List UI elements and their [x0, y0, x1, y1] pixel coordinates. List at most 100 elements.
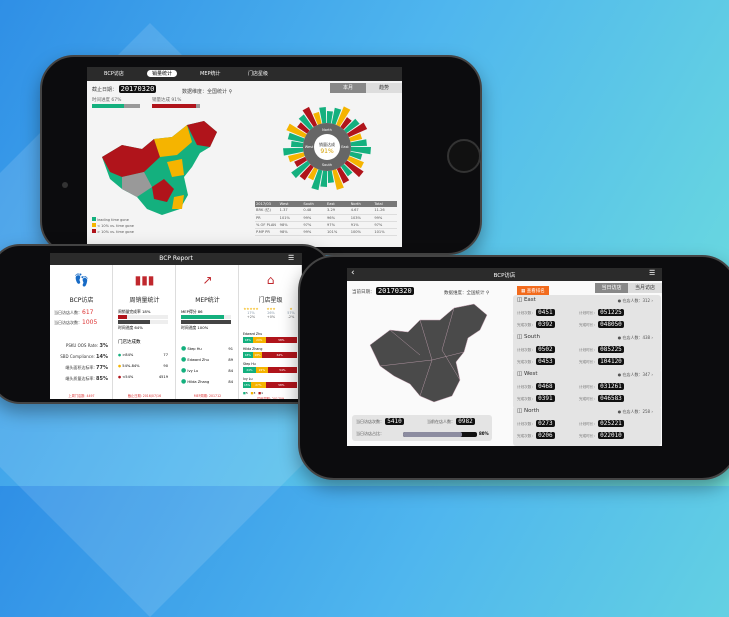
star-bar: 24% 22% 54% [243, 367, 297, 373]
date-value[interactable]: 20170320 [118, 85, 157, 93]
rank-icon: ▦ [521, 289, 526, 294]
wheel-segment [311, 169, 323, 191]
visits-screen: ‹ BCP访店 ☰ 当前日期： 20170320 数据维度：全国统计 ⚲ 当日访… [347, 268, 662, 446]
column-title: MEP统计 [195, 297, 220, 304]
column-footer: 上周门店数: 4497 [68, 394, 95, 398]
wheel-segment [291, 160, 311, 179]
sales-screen: BCP访店 销量统计 MEP统计 门店星级 截止日期： 20170320 数据维度：全… [87, 67, 402, 247]
wheel-segment [336, 166, 350, 184]
toggle-trend[interactable]: 趋势 [366, 83, 402, 93]
star-bar: 18% 24% 58% [243, 337, 297, 343]
map-icon: ◫ [517, 371, 523, 377]
wheel-segment [320, 170, 327, 187]
wheel-segment [287, 132, 305, 143]
search-icon: ⚲ [485, 291, 490, 296]
wheel-segment [350, 147, 371, 155]
search-icon: ⚲ [228, 89, 233, 95]
region-card-west[interactable]: ◫ West ● 在店人数：347 › 计划次数： 0468 完成次数： 039… [513, 369, 661, 409]
people-count: 0982 [456, 418, 475, 425]
map-icon: ◫ [517, 408, 523, 414]
tab-0[interactable]: BCP访店 [104, 71, 124, 77]
wheel-segment [343, 118, 360, 134]
rank-button[interactable]: ▦ 查看排名 [517, 286, 549, 296]
visits-title: BCP访店 [493, 273, 516, 279]
visit-rate-value: 80% [479, 431, 489, 436]
camera-icon [62, 182, 68, 188]
time-progress-bar [92, 104, 140, 108]
wheel-segment [331, 107, 342, 125]
map-icon: ◫ [517, 297, 523, 303]
tab-2[interactable]: MEP统计 [200, 71, 221, 77]
wheel-label: West [305, 145, 314, 149]
list-item: ● Ivy Lu 84 [181, 367, 233, 374]
report-column-1[interactable]: ▮▮▮ 周销量统计 周销量完成率 18% 时间进度 64% 门店达成数 ● >84% 7… [113, 265, 176, 399]
table-header: South [303, 202, 314, 206]
wheel-segment [336, 106, 351, 127]
column-title: 门店星级 [258, 297, 283, 304]
toggle-month[interactable]: 本月 [330, 83, 366, 93]
bars-icon: ▮▮▮ [134, 273, 155, 287]
report-column-2[interactable]: ↗ MEP统计 MEP得分 86 时间进度 100% ● Step Hu 91 ● Ed… [176, 265, 239, 399]
store-icon: ⌂ [266, 273, 275, 287]
wheel-label: South [322, 163, 332, 167]
wheel-segment [307, 167, 318, 181]
table-header: 2017/03 [256, 202, 271, 206]
legend-item: < 10% vs. time gone [92, 223, 134, 228]
region-card-east[interactable]: ◫ East ● 在店人数：312 › 计划次数： 0451 完成次数： 039… [513, 295, 661, 335]
chevron-right-icon: › [651, 335, 653, 340]
map-icon: ◫ [517, 334, 523, 340]
scope-label[interactable]: 数据维度：全国统计 ⚲ [182, 89, 233, 95]
table-row: P.MP PR 98% 99% 101% 100% 101% [255, 229, 397, 236]
person-icon: ● [617, 298, 622, 303]
report-column-0[interactable]: 👣 BCP访店 当日访店人数：617 当日访店次数：1005 PSKU OOS Rat… [50, 265, 113, 399]
china-visits-map [369, 303, 488, 403]
wheel-segment [288, 152, 305, 163]
back-icon[interactable]: ‹ [351, 268, 355, 278]
wheel-segment [327, 111, 333, 124]
legend-item: > 10% vs. time gone [92, 229, 134, 234]
table-row: PR 101% 99% 96% 103% 99% [255, 215, 397, 222]
wheel-segment [346, 122, 368, 138]
report-header [50, 253, 302, 265]
person-icon: ● [617, 409, 622, 414]
visit-rate-bar [403, 432, 477, 437]
region-card-south[interactable]: ◫ South ● 在店人数：438 › 计划次数： 0502 完成次数： 04… [513, 332, 661, 372]
wheel-segment [344, 160, 364, 178]
menu-icon[interactable]: ☰ [649, 269, 656, 277]
wheel-segment [313, 111, 322, 125]
chevron-right-icon: › [651, 409, 653, 414]
list-item: ● Step Hu 91 [181, 345, 233, 352]
wheel-segment [291, 141, 304, 147]
report-screen: BCP Report ☰ 👣 BCP访店 当日访店人数：617 当日访店次数：100… [50, 253, 302, 399]
column-footer: MEP周期: 201712 [193, 394, 222, 398]
table-header: West [279, 202, 289, 206]
wheel-segment [332, 169, 344, 190]
toggle-month[interactable]: 当月访店 [628, 283, 662, 293]
table-row: BRK (亿) 1.37 0.48 3.29 4.67 11.26 [255, 207, 397, 215]
tab-1[interactable]: 销量统计 [147, 70, 178, 77]
wheel-segment [302, 106, 318, 128]
tab-3[interactable]: 门店星级 [248, 71, 269, 77]
toggle-today[interactable]: 当日访店 [595, 283, 628, 293]
wheel-segment [349, 133, 363, 142]
wheel-segment [340, 163, 353, 177]
footprint-icon: 👣 [74, 273, 89, 287]
list-item: ● Edward Zhu 89 [181, 356, 233, 363]
column-footer: 截止日期: 2016/07/16 [127, 394, 162, 398]
column-title: 周销量统计 [129, 297, 160, 304]
wheel-segment [347, 156, 364, 169]
report-column-3[interactable]: ⌂ 门店星级 ★★★★★ 17% +2% ★★★ 26% +0% ★ 57% -2% Edward … [239, 265, 302, 399]
wheel-label: East [341, 145, 349, 149]
wheel-segment [327, 170, 335, 183]
wheel-segment [319, 107, 327, 124]
visits-header [347, 268, 662, 281]
wheel-ring [314, 134, 340, 160]
menu-icon[interactable]: ☰ [288, 254, 295, 262]
home-button[interactable] [447, 139, 481, 173]
region-card-north[interactable]: ◫ North ● 在店人数：258 › 计划次数： 0273 完成次数： 02… [513, 406, 661, 446]
wheel-segment [349, 151, 363, 160]
chevron-right-icon: › [651, 372, 653, 377]
date-value[interactable]: 20170320 [375, 287, 414, 295]
scope-label[interactable]: 数据维度：全国统计 ⚲ [444, 291, 490, 296]
